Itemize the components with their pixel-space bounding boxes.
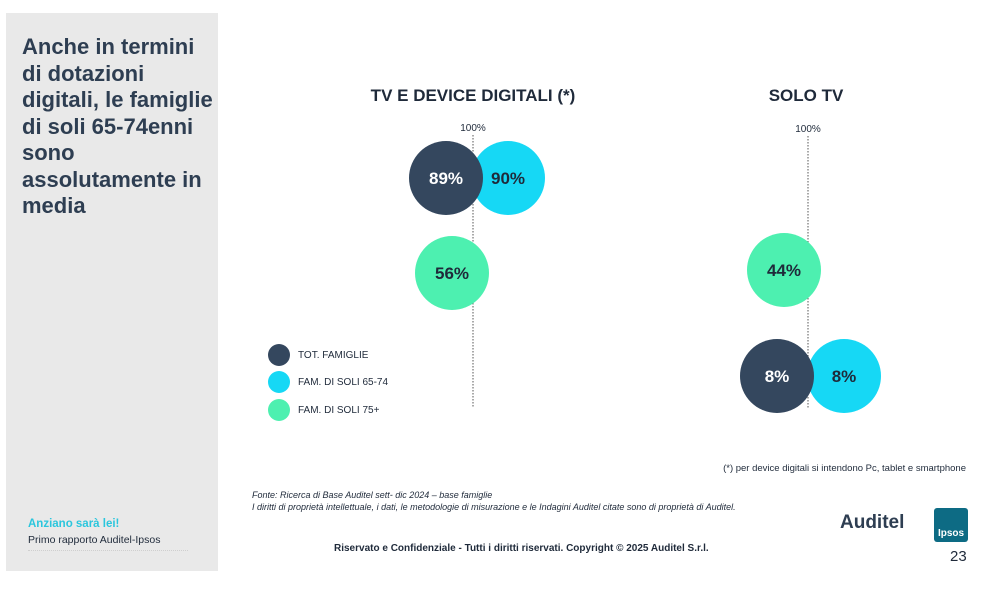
report-subtitle: Primo rapporto Auditel-Ipsos: [28, 534, 161, 546]
page-number: 23: [950, 548, 967, 565]
bubble-value-label: 44%: [767, 261, 801, 280]
legend-item-soli-75: FAM. DI SOLI 75+: [268, 399, 379, 421]
reference-line-label: 100%: [460, 123, 486, 134]
legend-swatch: [268, 399, 290, 421]
legend-label: FAM. DI SOLI 75+: [298, 404, 380, 416]
auditel-logo: Auditel: [840, 512, 905, 533]
copyright: Riservato e Confidenziale - Tutti i diri…: [334, 543, 709, 554]
legend-item-tot-famiglie: TOT. FAMIGLIE: [268, 344, 368, 366]
bubble-tot-famiglie: [740, 339, 814, 413]
report-title: Anziano sarà lei!: [28, 518, 120, 530]
bubble-fam-di-soli-75-: [747, 233, 821, 307]
bubble-fam-di-soli-65-74: [807, 339, 881, 413]
ipsos-logo: Ipsos: [934, 508, 968, 542]
bubble-tot-famiglie: [409, 141, 483, 215]
bubble-value-label: 8%: [765, 367, 790, 386]
bubble-fam-di-soli-75-: [415, 236, 489, 310]
bubble-value-label: 90%: [491, 169, 525, 188]
side-panel: [6, 13, 218, 571]
bubble-value-label: 89%: [429, 169, 463, 188]
legend-label: FAM. DI SOLI 65-74: [298, 376, 389, 388]
legend-swatch: [268, 371, 290, 393]
legend-swatch: [268, 344, 290, 366]
slide-headline: Anche in termini di dotazioni digitali, …: [22, 34, 213, 218]
footnote: (*) per device digitali si intendono Pc,…: [723, 463, 966, 474]
chart-title-solo-tv: SOLO TV: [768, 86, 844, 105]
bubble-value-label: 8%: [832, 367, 857, 386]
reference-line-label: 100%: [795, 124, 821, 135]
bubble-value-label: 56%: [435, 264, 469, 283]
bubble-fam-di-soli-65-74: [471, 141, 545, 215]
source-line: Fonte: Ricerca di Base Auditel sett- dic…: [252, 490, 493, 500]
legend-item-soli-65-74: FAM. DI SOLI 65-74: [268, 371, 388, 393]
panel-divider: [28, 550, 188, 555]
source-note: Fonte: Ricerca di Base Auditel sett- dic…: [252, 490, 812, 513]
rights-line: I diritti di proprietà intellettuale, i …: [252, 501, 736, 512]
legend-label: TOT. FAMIGLIE: [298, 349, 369, 361]
chart-title-tv-device: TV E DEVICE DIGITALI (*): [370, 86, 576, 105]
